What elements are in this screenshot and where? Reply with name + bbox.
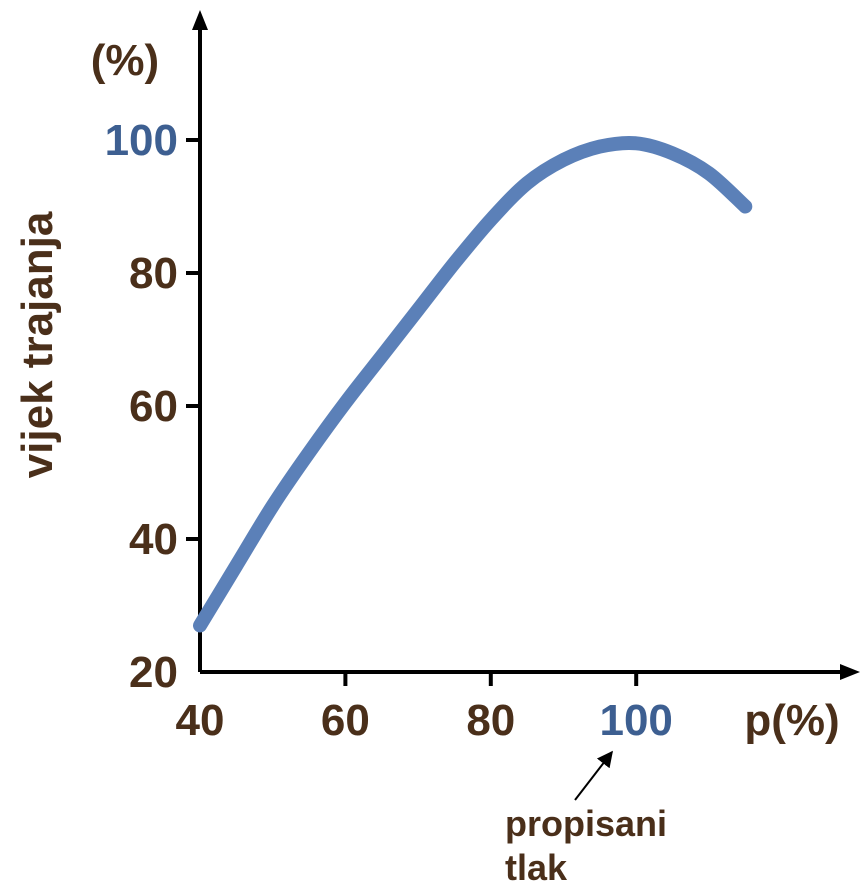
x-tick-label: 40 (176, 696, 225, 745)
x-tick-group: 40 60 80 100 (176, 672, 673, 745)
annotation-arrow (574, 750, 613, 801)
y-tick-label: 20 (129, 648, 178, 697)
annotation-line-1: propisani (505, 803, 667, 844)
y-axis-arrow (192, 10, 208, 30)
annotation-line-2: tlak (505, 847, 568, 888)
x-tick-label: 100 (599, 696, 672, 745)
y-tick-label: 100 (105, 116, 178, 165)
x-axis-arrow (840, 664, 860, 680)
series-line (193, 135, 753, 633)
y-tick-label: 40 (129, 515, 178, 564)
y-axis-unit: (%) (91, 36, 159, 85)
x-axis-title: p(%) (744, 696, 839, 745)
x-tick-label: 80 (466, 696, 515, 745)
y-axis-title: vijek trajanja (13, 211, 62, 478)
y-tick-label: 80 (129, 249, 178, 298)
y-tick-label: 60 (129, 382, 178, 431)
x-tick-label: 60 (321, 696, 370, 745)
y-tick-group: 20 40 60 80 100 (105, 116, 200, 697)
